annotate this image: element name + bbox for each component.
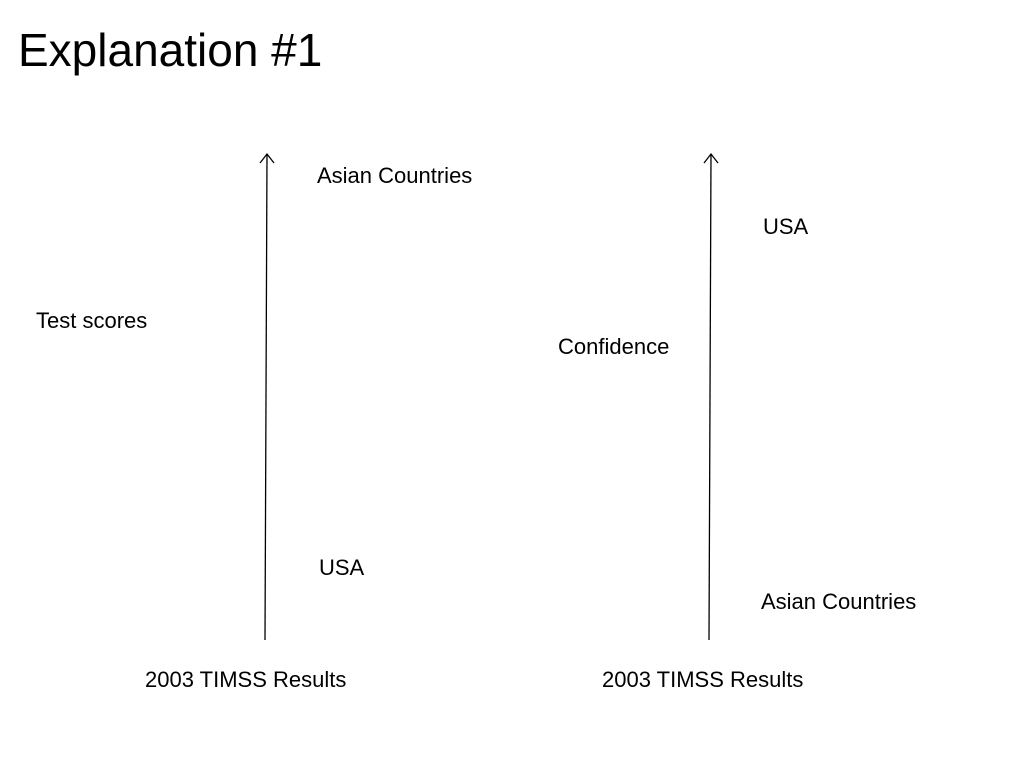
- right-bottom-label: Asian Countries: [761, 589, 917, 614]
- left-axis-arrow: [259, 152, 275, 641]
- left-caption: 2003 TIMSS Results: [145, 667, 347, 692]
- left-axis-line: [264, 153, 268, 641]
- right-axis-arrowhead: [703, 152, 719, 164]
- left-axis-label: Test scores: [36, 308, 148, 333]
- left-axis-arrowhead: [259, 152, 275, 164]
- right-top-label: USA: [763, 214, 809, 239]
- right-axis-label: Confidence: [558, 334, 670, 359]
- slide-title: Explanation #1: [18, 24, 323, 76]
- right-axis-arrow: [703, 152, 719, 641]
- left-bottom-label: USA: [319, 555, 365, 580]
- right-axis-line: [708, 153, 712, 641]
- left-top-label: Asian Countries: [317, 163, 473, 188]
- right-caption: 2003 TIMSS Results: [602, 667, 804, 692]
